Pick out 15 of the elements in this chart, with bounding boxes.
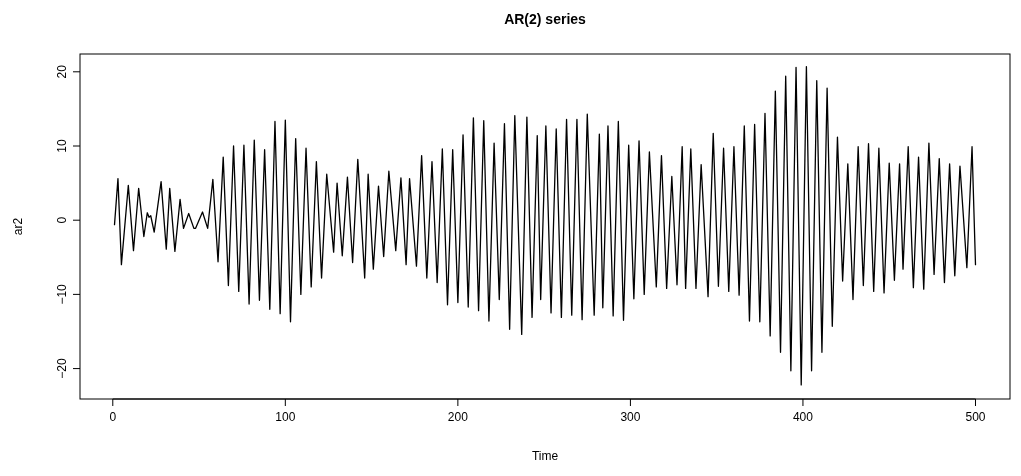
y-tick-label: −20 <box>55 358 69 379</box>
x-axis-title: Time <box>531 449 559 463</box>
y-tick-label: 0 <box>55 216 69 224</box>
x-tick-label: 0 <box>109 410 117 424</box>
x-tick-label: 300 <box>620 410 641 424</box>
line-series <box>113 65 977 386</box>
x-tick-label: 400 <box>792 410 814 424</box>
y-tick-label: 20 <box>55 64 69 79</box>
x-tick-label: 100 <box>275 410 296 424</box>
x-tick-label: 500 <box>965 410 986 424</box>
chart-title: AR(2) series <box>504 11 587 27</box>
y-tick-label: 10 <box>55 139 69 153</box>
y-tick-label: −10 <box>55 283 69 305</box>
x-tick-label: 200 <box>447 410 469 424</box>
y-axis-title: ar2 <box>11 217 25 236</box>
